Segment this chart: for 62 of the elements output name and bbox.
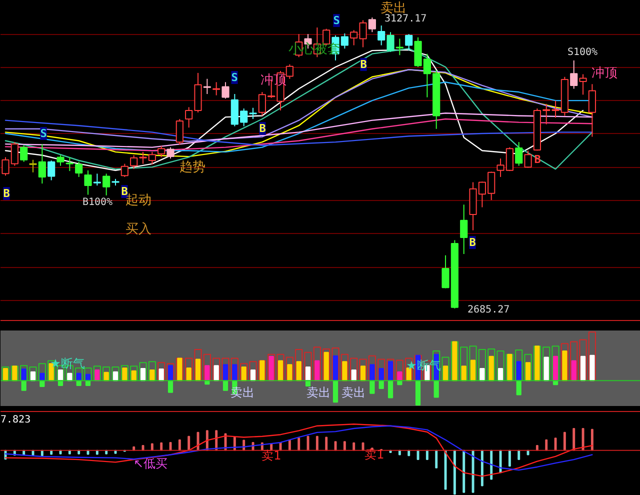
bar [370,364,375,382]
candlestick [378,25,386,46]
annotation: S [333,14,340,27]
annotation: S100% [567,47,598,58]
candlestick [396,38,404,56]
candlestick [38,144,46,184]
bar [544,356,549,382]
bar [516,361,522,382]
annotation: 卖出 [230,386,254,400]
annotation: 2685.27 [468,304,510,316]
bar [314,360,320,382]
bar [442,366,448,382]
bar [470,360,476,382]
annotation: 冲顶 [592,66,618,81]
bar [498,368,504,382]
annotation: 买入 [126,222,152,237]
bar [370,380,375,394]
annotation: B100% [82,197,113,208]
annotation: B [259,122,266,135]
annotation: ↖低买 [133,456,168,470]
annotation: 卖出 [306,386,330,400]
bar [195,358,201,382]
bar [516,380,522,396]
annotation: B [121,185,128,198]
bar [434,380,439,398]
candlestick [102,173,110,196]
bar [21,380,26,391]
bar [378,380,384,389]
bar [415,380,421,406]
annotation: 起动 [126,193,152,208]
bar [296,361,302,382]
bar [461,366,466,382]
annotation: 卖出 [342,386,366,400]
bar [378,368,384,382]
annotation: S [40,127,47,140]
annotation: S [231,71,238,84]
candlestick [588,84,596,138]
candlestick [66,156,74,172]
bar [388,380,394,398]
bar [305,366,311,382]
bar [332,380,338,403]
bar [552,356,558,382]
annotation: B [469,236,476,249]
bar [186,368,192,382]
bar [222,380,228,391]
annotation: 卖1 [262,448,282,462]
annotation: 卖1 [364,448,384,462]
annotation: B [3,187,10,200]
candlestick [515,142,523,166]
annotation: 7.823 [0,414,31,426]
bar [204,365,210,382]
bar [480,368,485,382]
annotation: 趋势 [180,160,206,175]
candlestick [212,82,220,96]
annotation: 3127.17 [384,14,427,24]
bar [580,356,586,382]
candlestick [460,204,468,254]
bar [590,354,595,382]
annotation: B [360,58,368,71]
bar [571,360,576,382]
candlestick [203,78,211,94]
bar [168,380,174,393]
